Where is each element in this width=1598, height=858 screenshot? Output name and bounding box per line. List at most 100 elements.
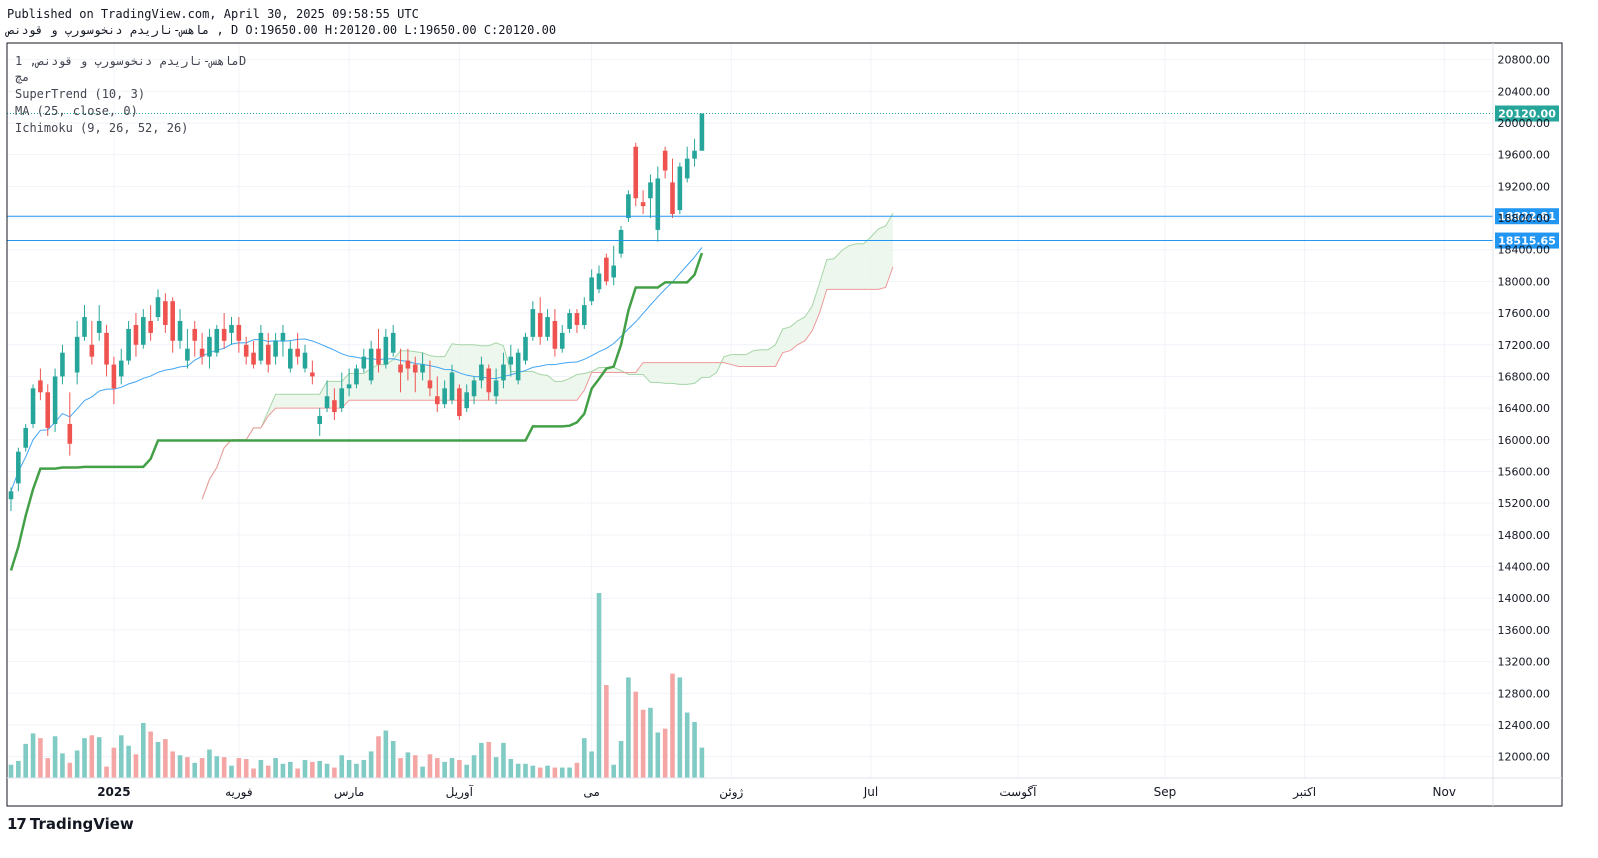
volume-bar: [420, 766, 425, 778]
candle-body: [141, 317, 146, 345]
candle-body: [111, 364, 117, 389]
candle-body: [537, 313, 543, 337]
candle-body: [464, 392, 469, 409]
y-tick-label: 14000.00: [1498, 592, 1551, 605]
volume-bar: [699, 747, 705, 778]
volume-bar: [604, 685, 609, 778]
volume-bar: [148, 731, 153, 778]
candle-body: [133, 324, 139, 345]
candle-body: [214, 328, 220, 353]
ichimoku-cloud: [201, 213, 894, 500]
tradingview-logo[interactable]: 17 TradingView: [7, 815, 134, 833]
candle-body: [670, 182, 675, 215]
candle-body: [104, 332, 109, 365]
volume-bar: [207, 749, 212, 778]
volume-bar: [177, 755, 183, 778]
candle-body: [339, 388, 345, 409]
level-price-tag: [1495, 232, 1559, 249]
y-tick-label: 12400.00: [1498, 719, 1551, 732]
y-tick-label: 20400.00: [1498, 85, 1551, 98]
volume-bar: [199, 758, 205, 778]
candle-body: [229, 324, 234, 333]
volume-bar: [670, 673, 675, 778]
y-tick-label: 16000.00: [1498, 434, 1551, 447]
candle-body: [155, 297, 161, 318]
volume-bar: [626, 677, 631, 778]
candle-body: [412, 364, 418, 373]
candle-body: [38, 380, 43, 393]
candle-body: [148, 321, 153, 333]
legend-supertrend[interactable]: SuperTrend (10, 3): [15, 87, 146, 101]
candle-body: [96, 321, 102, 333]
volume-bar: [508, 759, 514, 778]
volume-bar: [405, 752, 411, 778]
candle-body: [361, 356, 367, 369]
volume-bar: [288, 761, 293, 778]
x-tick-label: Sep: [1154, 785, 1177, 799]
x-tick-label: فوریه: [225, 785, 253, 800]
volume-bar: [412, 755, 418, 778]
legend-ichimoku[interactable]: Ichimoku (9, 26, 52, 26): [15, 121, 189, 135]
axes: 12000.00 12400.00 12800.00 13200.00 13600.00…: [6, 42, 1563, 807]
y-tick-label: 12800.00: [1498, 687, 1551, 700]
volume-bars: [8, 593, 705, 778]
volume-bar: [582, 738, 587, 778]
volume-bar: [449, 758, 455, 778]
volume-bar: [214, 756, 220, 778]
candle-body: [302, 352, 308, 369]
legend-sub: مچ: [15, 70, 30, 84]
candle-body: [60, 352, 65, 377]
volume-bar: [324, 763, 330, 778]
x-tick-label: اکتبر: [1292, 785, 1316, 800]
x-tick-label: مارس: [334, 785, 365, 800]
volume-bar: [317, 760, 322, 778]
candle-body: [177, 321, 183, 341]
senkou-span-b: [201, 266, 894, 500]
candle-body: [16, 451, 21, 484]
volume-bar: [243, 759, 249, 778]
legend-ma[interactable]: MA (25, close, 0): [15, 104, 138, 118]
volume-bar: [23, 743, 28, 778]
volume-bar: [155, 741, 161, 778]
candle-body: [192, 328, 198, 341]
candle-body: [354, 368, 359, 385]
brand-name: TradingView: [29, 815, 134, 833]
volume-bar: [530, 765, 536, 778]
candle-body: [310, 372, 315, 377]
candle-body: [295, 348, 300, 357]
candle-body: [390, 332, 396, 353]
candle-body: [530, 309, 536, 337]
candle-body: [199, 348, 205, 357]
volume-bar: [354, 763, 359, 778]
candle-body: [8, 491, 14, 500]
candle-body: [368, 348, 374, 381]
candle-body: [420, 364, 425, 373]
candle-body: [118, 360, 124, 377]
y-tick-label: 18400.00: [1498, 244, 1551, 257]
x-tick-label: Jul: [863, 785, 878, 799]
volume-bar: [251, 768, 256, 778]
candle-body: [258, 332, 264, 361]
x-tick-label: می: [583, 785, 599, 799]
candle-body: [567, 313, 572, 329]
candle-body: [479, 364, 484, 381]
candle-body: [52, 376, 58, 424]
volume-bar: [30, 733, 36, 778]
volume-bar: [383, 730, 389, 778]
candle-body: [67, 423, 73, 444]
supertrend-up-line: [9, 252, 704, 571]
candle-body: [265, 344, 271, 365]
volume-bar: [692, 722, 697, 778]
y-tick-label: 18800.00: [1498, 212, 1551, 225]
volume-bar: [332, 767, 337, 778]
volume-bar: [221, 757, 227, 778]
volume-bar: [464, 764, 469, 778]
volume-bar: [574, 762, 580, 778]
volume-bar: [427, 754, 433, 778]
volume-bar: [236, 758, 242, 778]
volume-bar: [618, 741, 624, 778]
candle-body: [633, 146, 639, 199]
volume-bar: [280, 763, 286, 778]
candle-body: [559, 332, 565, 349]
